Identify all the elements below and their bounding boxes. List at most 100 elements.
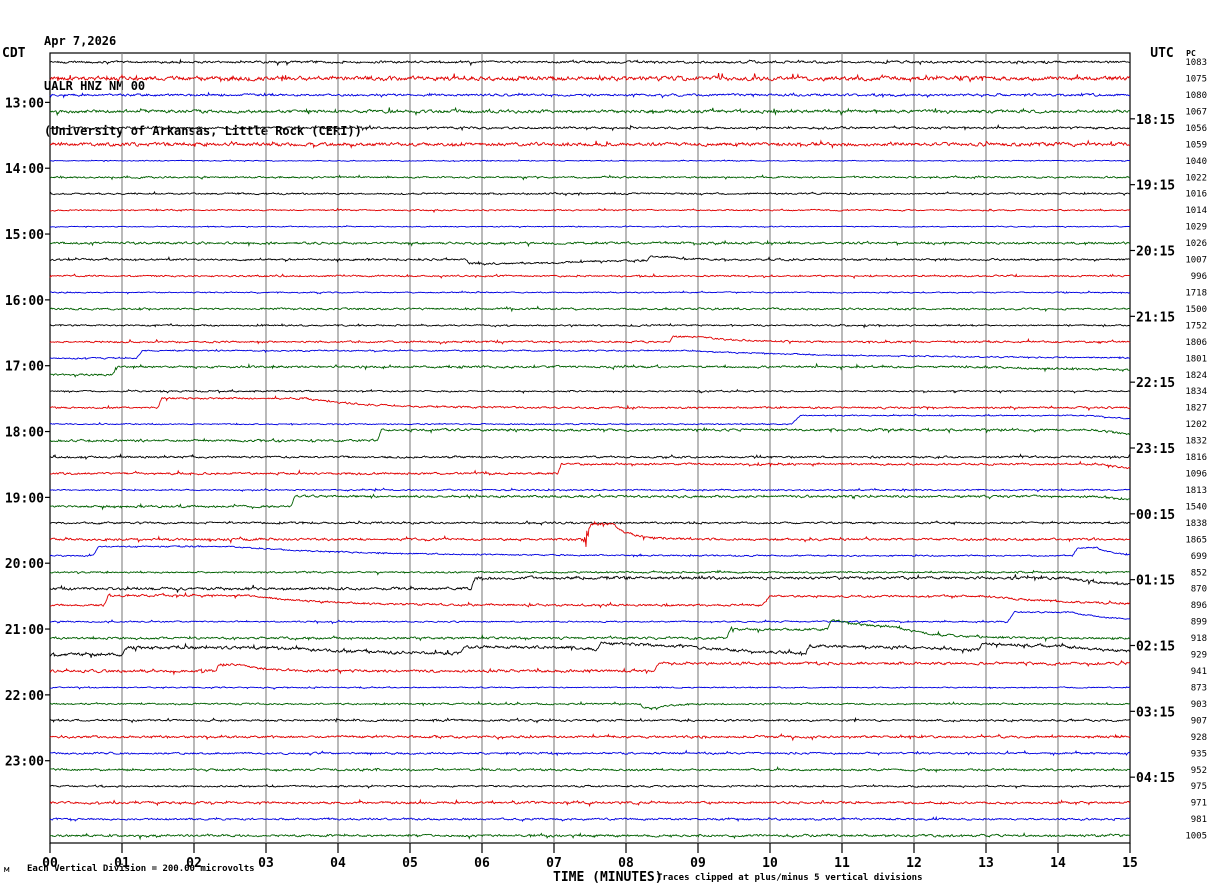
pc-count-value: 1056 <box>1185 124 1207 134</box>
seismic-trace <box>49 520 1131 547</box>
seismic-trace <box>49 139 1131 150</box>
pc-count-value: 699 <box>1191 552 1207 562</box>
pc-count-value: 1824 <box>1185 371 1207 381</box>
right-time-label: 23:15 <box>1136 442 1175 457</box>
seismic-trace <box>49 716 1131 724</box>
seismic-trace <box>49 225 1130 229</box>
trace-layer <box>49 58 1131 841</box>
seismic-trace <box>49 335 1131 345</box>
pc-count-value: 1014 <box>1185 206 1207 216</box>
pc-count-value: 1016 <box>1185 190 1207 200</box>
scale-note: Each Vertical Division = 200.00 microvol… <box>27 863 255 874</box>
pc-count-value: 975 <box>1191 782 1207 792</box>
seismic-trace <box>49 618 1131 643</box>
pc-count-value: 873 <box>1191 683 1207 693</box>
pc-count-value: 852 <box>1191 568 1207 578</box>
seismic-trace <box>49 174 1131 181</box>
pc-count-value: 1005 <box>1185 832 1207 842</box>
x-tick-label: 10 <box>762 856 778 871</box>
x-tick-label: 15 <box>1122 856 1138 871</box>
seismic-trace <box>49 388 1131 395</box>
left-time-label: 20:00 <box>5 557 44 572</box>
clip-note: Traces clipped at plus/minus 5 vertical … <box>657 872 923 883</box>
seismic-trace <box>49 290 1131 295</box>
seismic-trace <box>49 610 1131 625</box>
seismic-trace <box>50 413 1131 426</box>
right-time-label: 20:15 <box>1136 245 1175 260</box>
right-timezone-label: UTC <box>1150 46 1173 61</box>
pc-count-value: 1022 <box>1185 173 1207 183</box>
left-time-label: 16:00 <box>5 294 44 309</box>
x-tick-label: 06 <box>474 856 490 871</box>
seismic-trace <box>49 493 1131 511</box>
seismic-trace <box>49 641 1131 658</box>
pc-count-value: 870 <box>1191 585 1207 595</box>
x-tick-label: 07 <box>546 856 562 871</box>
right-time-label: 04:15 <box>1136 771 1175 786</box>
seismic-trace <box>49 362 1131 378</box>
pc-count-value: 918 <box>1191 634 1207 644</box>
seismic-trace <box>49 348 1131 360</box>
pc-count-value: 952 <box>1191 766 1207 776</box>
pc-count-value: 1801 <box>1185 354 1207 364</box>
seismic-trace <box>50 487 1131 493</box>
pc-count-value: 1827 <box>1185 404 1207 414</box>
pc-count-value: 903 <box>1191 700 1207 710</box>
pc-count-value: 1080 <box>1185 91 1207 101</box>
right-time-label: 00:15 <box>1136 508 1175 523</box>
pc-count-value: 929 <box>1191 651 1207 661</box>
seismic-trace <box>49 700 1131 711</box>
right-time-label: 02:15 <box>1136 640 1175 655</box>
x-tick-label: 03 <box>258 856 274 871</box>
x-tick-label: 12 <box>906 856 922 871</box>
left-time-label: 18:00 <box>5 426 44 441</box>
seismic-trace <box>49 732 1131 742</box>
grid-layer <box>49 52 1131 853</box>
x-tick-label: 13 <box>978 856 994 871</box>
seismic-trace <box>49 544 1131 558</box>
seismic-trace <box>49 207 1131 214</box>
seismic-trace <box>49 832 1131 841</box>
seismic-trace <box>49 106 1131 117</box>
pc-count-value: 1865 <box>1185 535 1207 545</box>
pc-count-value: 1075 <box>1185 75 1207 85</box>
left-time-label: 17:00 <box>5 360 44 375</box>
pc-count-value: 1067 <box>1185 107 1207 117</box>
x-axis-title: TIME (MINUTES) <box>553 870 663 885</box>
pc-count-value: 1540 <box>1185 502 1207 512</box>
seismic-trace <box>49 272 1131 280</box>
pc-count-value: 1500 <box>1185 305 1207 315</box>
pc-count-value: 1838 <box>1185 519 1207 529</box>
x-tick-label: 08 <box>618 856 634 871</box>
seismic-trace <box>49 815 1131 823</box>
pc-count-value: 996 <box>1191 272 1207 282</box>
seismic-trace <box>50 453 1131 460</box>
pc-count-value: 1083 <box>1185 58 1207 68</box>
pc-count-value: 971 <box>1191 799 1207 809</box>
pc-count-value: 1834 <box>1185 387 1207 397</box>
pc-count-value: 1816 <box>1185 453 1207 463</box>
seismic-trace <box>49 460 1131 476</box>
x-tick-label: 01 <box>114 856 130 871</box>
right-time-label: 18:15 <box>1136 113 1175 128</box>
pc-count-value: 1059 <box>1185 140 1207 150</box>
right-time-label: 21:15 <box>1136 310 1175 325</box>
left-timezone-label: CDT <box>2 46 26 61</box>
pc-count-value: 1040 <box>1185 157 1207 167</box>
pc-count-value: 935 <box>1191 749 1207 759</box>
seismic-trace <box>49 426 1131 444</box>
seismic-trace <box>49 73 1131 83</box>
seismic-trace <box>49 765 1131 774</box>
left-time-label: 13:00 <box>5 96 44 111</box>
pc-count-value: 907 <box>1191 716 1207 726</box>
plot-frame <box>49 52 1131 844</box>
left-time-label: 22:00 <box>5 689 44 704</box>
seismic-trace <box>49 573 1131 593</box>
seismic-trace <box>49 659 1131 676</box>
seismic-trace <box>49 685 1131 690</box>
seismic-trace <box>49 395 1131 412</box>
pc-count-value: 981 <box>1191 815 1207 825</box>
left-time-label: 21:00 <box>5 623 44 638</box>
pc-count-value: 896 <box>1191 601 1207 611</box>
